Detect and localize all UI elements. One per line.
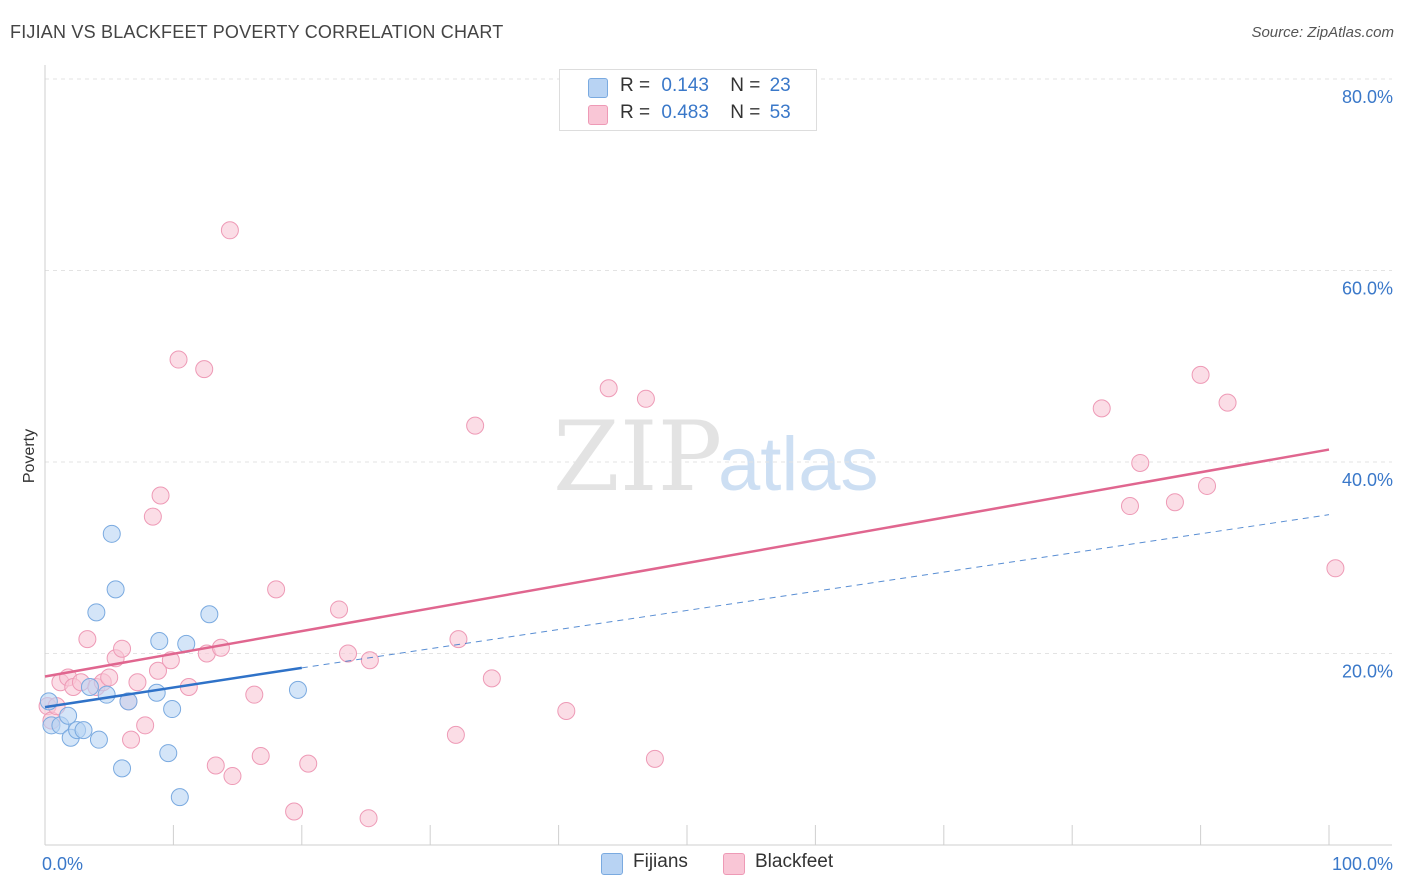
data-point-blackfeet — [645, 749, 664, 768]
data-point-fijians — [106, 580, 125, 599]
y-axis-label: Poverty — [21, 429, 38, 483]
legend-swatch-fijians — [601, 853, 623, 875]
data-point-fijians — [80, 678, 99, 697]
chart-title: FIJIAN VS BLACKFEET POVERTY CORRELATION … — [10, 22, 504, 42]
trend-line-fijians — [44, 666, 302, 709]
data-point-blackfeet — [143, 507, 162, 526]
watermark-zip: ZIP — [553, 401, 722, 513]
data-point-blackfeet — [299, 754, 318, 773]
trend-line-blackfeet — [44, 448, 1330, 678]
data-point-blackfeet — [245, 685, 264, 704]
data-point-fijians — [97, 685, 116, 704]
y-tick-label: 40.0% — [1342, 470, 1393, 490]
legend-n-label: N = — [730, 102, 761, 123]
x-tick-label: 0.0% — [42, 854, 83, 874]
data-point-blackfeet — [148, 661, 167, 680]
data-point-blackfeet — [599, 379, 618, 398]
data-point-blackfeet — [1165, 493, 1184, 512]
legend-r-label: R = — [620, 102, 651, 123]
data-point-fijians — [159, 744, 178, 763]
data-point-fijians — [170, 788, 189, 807]
data-point-blackfeet — [285, 802, 304, 821]
x-tick-label: 100.0% — [1332, 854, 1393, 874]
data-point-blackfeet — [1198, 476, 1217, 495]
legend-n-value: 53 — [769, 102, 791, 123]
data-point-blackfeet — [151, 486, 170, 505]
trend-lines — [44, 448, 1330, 709]
legend-swatch-blackfeet — [723, 853, 745, 875]
legend-label-blackfeet: Blackfeet — [755, 851, 834, 872]
chart-source: Source: ZipAtlas.com — [1251, 24, 1394, 41]
data-point-blackfeet — [169, 350, 188, 369]
data-point-blackfeet — [113, 639, 132, 658]
data-point-fijians — [89, 730, 108, 749]
data-point-fijians — [200, 605, 219, 624]
data-point-blackfeet — [1191, 365, 1210, 384]
data-point-blackfeet — [449, 630, 468, 649]
watermark-atlas: atlas — [718, 422, 879, 507]
data-point-blackfeet — [466, 416, 485, 435]
data-point-fijians — [163, 700, 182, 719]
series-fijians-points — [39, 524, 307, 807]
legend-n-label: N = — [730, 75, 761, 96]
legend-r-label: R = — [620, 75, 651, 96]
legend-swatch-fijians — [588, 78, 608, 98]
y-tick-label: 80.0% — [1342, 87, 1393, 107]
data-point-blackfeet — [557, 701, 576, 720]
legend-swatch-blackfeet — [588, 105, 608, 125]
series-blackfeet-points — [38, 221, 1345, 828]
data-point-fijians — [150, 632, 169, 651]
data-point-blackfeet — [211, 638, 230, 657]
data-point-blackfeet — [128, 673, 147, 692]
gridlines — [45, 78, 1392, 654]
axes — [44, 65, 1392, 846]
data-point-blackfeet — [482, 669, 501, 688]
data-point-blackfeet — [267, 580, 286, 599]
data-point-blackfeet — [195, 360, 214, 379]
data-point-blackfeet — [100, 668, 119, 687]
y-tick-label: 20.0% — [1342, 662, 1393, 682]
data-point-blackfeet — [1131, 453, 1150, 472]
data-point-fijians — [119, 692, 138, 711]
data-point-fijians — [59, 706, 78, 725]
data-point-blackfeet — [78, 630, 97, 649]
data-point-blackfeet — [339, 644, 358, 663]
legend-label-fijians: Fijians — [633, 851, 688, 872]
data-point-fijians — [147, 683, 166, 702]
data-point-blackfeet — [136, 716, 155, 735]
stats-legend: R = 0.143 N = 23 R = 0.483 N = 53 — [559, 69, 817, 131]
data-point-fijians — [288, 680, 307, 699]
data-point-blackfeet — [360, 651, 379, 670]
data-point-fijians — [113, 759, 132, 778]
data-point-fijians — [74, 721, 93, 740]
data-point-blackfeet — [206, 756, 225, 775]
data-point-blackfeet — [1218, 393, 1237, 412]
data-point-fijians — [87, 603, 106, 622]
data-point-blackfeet — [220, 221, 239, 240]
trend-extension-fijians — [301, 514, 1330, 669]
data-point-blackfeet — [330, 600, 349, 619]
series-legend: Fijians Blackfeet — [0, 850, 1406, 880]
data-point-blackfeet — [636, 389, 655, 408]
data-point-blackfeet — [1326, 559, 1345, 578]
data-point-blackfeet — [251, 746, 270, 765]
data-point-blackfeet — [223, 767, 242, 786]
y-tick-label: 60.0% — [1342, 279, 1393, 299]
data-point-blackfeet — [122, 730, 141, 749]
legend-r-value: 0.143 — [661, 75, 709, 96]
legend-r-value: 0.483 — [661, 102, 709, 123]
data-point-blackfeet — [359, 809, 378, 828]
data-point-blackfeet — [446, 725, 465, 744]
y-tick-labels: 20.0% 40.0% 60.0% 80.0% — [1342, 87, 1393, 682]
legend-n-value: 23 — [769, 75, 791, 96]
data-point-blackfeet — [1120, 497, 1139, 516]
x-tick-labels: 0.0% 100.0% — [42, 854, 1393, 874]
data-point-blackfeet — [1092, 399, 1111, 418]
data-point-fijians — [102, 524, 121, 543]
watermark: ZIP atlas — [553, 401, 879, 513]
